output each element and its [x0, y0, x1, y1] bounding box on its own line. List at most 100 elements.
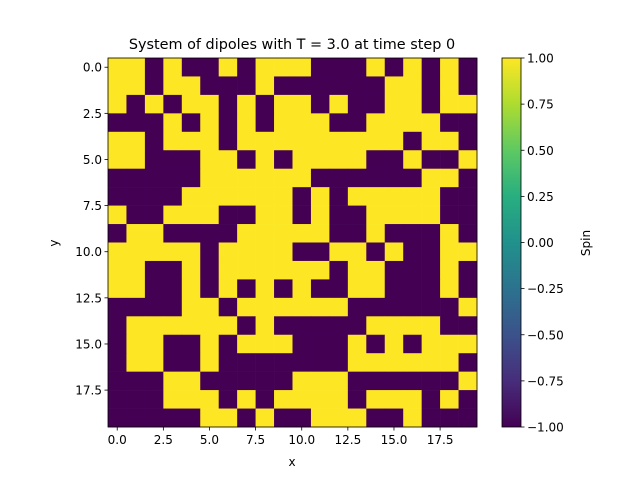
heatmap-cell — [255, 131, 275, 151]
heatmap-cell — [200, 260, 219, 280]
heatmap-cell — [237, 242, 256, 262]
heatmap-cell — [163, 58, 183, 77]
heatmap-cell — [181, 113, 201, 133]
heatmap-cell — [237, 150, 256, 169]
heatmap-cell — [403, 408, 422, 428]
heatmap-cell — [274, 131, 293, 151]
heatmap-cell — [384, 297, 404, 317]
heatmap-cell — [458, 353, 478, 372]
heatmap-cell — [108, 334, 127, 354]
y-axis-label: y — [47, 239, 61, 246]
heatmap-cell — [421, 187, 441, 206]
heatmap-cell — [200, 131, 219, 151]
heatmap-cell — [181, 279, 201, 299]
heatmap-cell — [200, 242, 219, 262]
heatmap-cell — [163, 297, 183, 317]
heatmap-cell — [310, 168, 330, 188]
heatmap-cell — [274, 316, 293, 336]
heatmap-cell — [347, 297, 367, 317]
heatmap-cell — [329, 260, 349, 280]
y-tick-label: 15.0 — [75, 337, 102, 351]
heatmap-cell — [274, 187, 293, 206]
heatmap-cell — [384, 94, 404, 114]
heatmap-cell — [126, 408, 146, 428]
heatmap-cell — [310, 113, 330, 133]
heatmap-cell — [218, 205, 238, 225]
heatmap-cell — [384, 224, 404, 243]
x-tick-label: 17.5 — [427, 433, 454, 447]
heatmap-cell — [108, 58, 127, 77]
heatmap-cell — [255, 353, 275, 372]
heatmap-cell — [403, 334, 422, 354]
heatmap-cell — [126, 131, 146, 151]
heatmap-cell — [200, 150, 219, 169]
heatmap-cell — [403, 371, 422, 391]
heatmap-cell — [144, 131, 164, 151]
heatmap-cell — [292, 187, 312, 206]
heatmap-cell — [292, 76, 312, 96]
heatmap-cell — [144, 224, 164, 243]
heatmap-cell — [310, 334, 330, 354]
heatmap-cell — [310, 260, 330, 280]
heatmap-cell — [458, 390, 478, 409]
colorbar-axis: 1.00 0.75 0.50 0.25 0.00 −0.25 −0.50 −0.75 −1.00 — [521, 52, 564, 435]
x-tick-label: 7.5 — [246, 433, 265, 447]
heatmap-cell — [126, 390, 146, 409]
heatmap-cell — [366, 353, 386, 372]
heatmap-cell — [218, 260, 238, 280]
heatmap-cell — [347, 408, 367, 428]
heatmap-cell — [126, 205, 146, 225]
heatmap-cell — [329, 131, 349, 151]
heatmap-cell — [458, 279, 478, 299]
heatmap-cell — [163, 168, 183, 188]
heatmap-cell — [440, 260, 459, 280]
heatmap-cell — [108, 224, 127, 243]
heatmap-cell — [237, 353, 256, 372]
heatmap-cell — [144, 94, 164, 114]
heatmap-cell — [440, 187, 459, 206]
heatmap-cell — [310, 279, 330, 299]
heatmap-cell — [237, 371, 256, 391]
heatmap-cell — [458, 58, 478, 77]
heatmap-cell — [126, 224, 146, 243]
y-tick-label: 12.5 — [75, 291, 102, 305]
colorbar-tick-label: −0.75 — [527, 374, 564, 388]
heatmap-cell — [255, 94, 275, 114]
heatmap-cell — [458, 260, 478, 280]
heatmap-cell — [347, 334, 367, 354]
heatmap-cell — [403, 58, 422, 77]
heatmap-cell — [310, 187, 330, 206]
heatmap-cell — [329, 150, 349, 169]
x-tick-label: 2.5 — [154, 433, 173, 447]
heatmap-cell — [200, 334, 219, 354]
heatmap-cell — [144, 187, 164, 206]
heatmap-cell — [218, 187, 238, 206]
heatmap-cell — [421, 168, 441, 188]
heatmap-cell — [329, 390, 349, 409]
heatmap-cell — [274, 224, 293, 243]
heatmap-cell — [310, 390, 330, 409]
x-axis-label: x — [288, 455, 295, 469]
heatmap-cell — [458, 408, 478, 428]
heatmap-cell — [181, 334, 201, 354]
heatmap-cell — [440, 408, 459, 428]
heatmap-cell — [366, 279, 386, 299]
heatmap-cell — [200, 58, 219, 77]
heatmap-cell — [200, 94, 219, 114]
heatmap-cell — [440, 242, 459, 262]
heatmap-cell — [163, 187, 183, 206]
heatmap-cell — [347, 187, 367, 206]
heatmap-cell — [421, 390, 441, 409]
heatmap-cell — [181, 168, 201, 188]
heatmap-cell — [255, 297, 275, 317]
heatmap-cell — [108, 113, 127, 133]
heatmap-cell — [274, 260, 293, 280]
heatmap-cell — [329, 168, 349, 188]
heatmap-cell — [181, 94, 201, 114]
heatmap-cell — [126, 150, 146, 169]
heatmap-cell — [255, 242, 275, 262]
colorbar-tick-label: −1.00 — [527, 421, 564, 435]
heatmap-cell — [126, 316, 146, 336]
heatmap-cell — [458, 297, 478, 317]
heatmap-cell — [144, 297, 164, 317]
